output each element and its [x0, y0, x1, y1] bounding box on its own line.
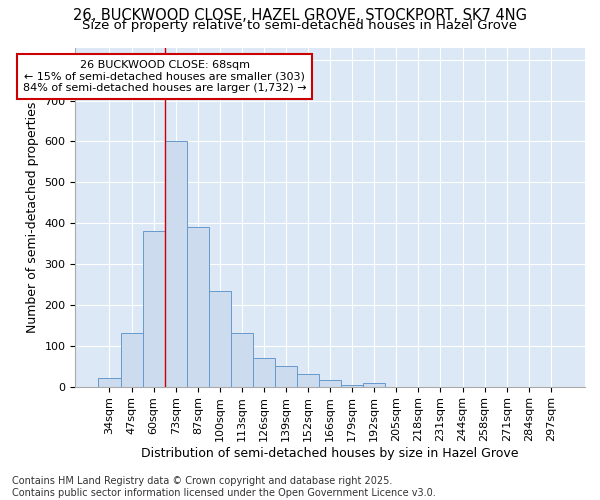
Bar — [98, 378, 121, 386]
Bar — [121, 334, 143, 386]
Text: Contains HM Land Registry data © Crown copyright and database right 2025.
Contai: Contains HM Land Registry data © Crown c… — [12, 476, 436, 498]
Bar — [143, 232, 164, 386]
Bar — [319, 380, 341, 386]
Text: Size of property relative to semi-detached houses in Hazel Grove: Size of property relative to semi-detach… — [83, 18, 517, 32]
Bar — [209, 290, 231, 386]
Bar — [275, 366, 297, 386]
Bar — [231, 334, 253, 386]
Text: 26, BUCKWOOD CLOSE, HAZEL GROVE, STOCKPORT, SK7 4NG: 26, BUCKWOOD CLOSE, HAZEL GROVE, STOCKPO… — [73, 8, 527, 22]
Text: 26 BUCKWOOD CLOSE: 68sqm
← 15% of semi-detached houses are smaller (303)
84% of : 26 BUCKWOOD CLOSE: 68sqm ← 15% of semi-d… — [23, 60, 307, 93]
Bar — [253, 358, 275, 386]
Bar — [187, 228, 209, 386]
Bar — [341, 384, 363, 386]
Y-axis label: Number of semi-detached properties: Number of semi-detached properties — [26, 102, 39, 332]
Bar — [363, 384, 385, 386]
Bar — [297, 374, 319, 386]
X-axis label: Distribution of semi-detached houses by size in Hazel Grove: Distribution of semi-detached houses by … — [142, 447, 519, 460]
Bar — [164, 142, 187, 386]
